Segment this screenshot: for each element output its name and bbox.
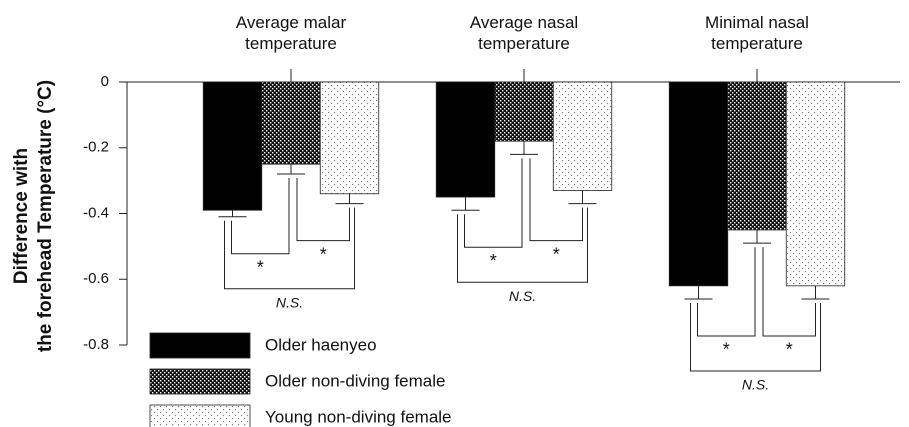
legend-swatch [149,368,251,395]
y-axis-label-line: the forehead Temperature (°C) [35,79,56,353]
significance-bracket [457,207,588,283]
significance-label: * [786,340,793,360]
significance-bracket [529,158,583,242]
bar [261,81,321,165]
significance-label: N.S. [742,377,769,393]
y-tick-label: -0.6 [83,270,109,287]
significance-label: * [490,251,497,271]
bar [785,81,846,287]
bar [494,81,554,142]
legend-label: Young non-diving female [265,407,452,426]
legend-swatch [149,404,251,427]
legend-label: Older non-diving female [265,371,445,390]
y-axis-label-line: Difference with [11,147,32,285]
significance-bracket [697,247,756,337]
y-tick-label: -0.8 [83,336,109,353]
bar [668,81,729,287]
significance-label: * [553,244,560,264]
y-axis-label: Difference with the forehead Temperature… [10,46,58,386]
category-label: Average malar temperature [235,13,347,53]
bar [435,81,496,198]
legend-label: Older haenyeo [265,335,377,354]
category-label: Minimal nasal temperature [705,13,809,53]
bar [727,81,787,231]
significance-label: N.S. [509,288,536,304]
category-label: Average nasal temperature [469,13,579,53]
y-tick-label: -0.2 [83,139,109,156]
significance-bracket [296,178,350,242]
significance-bracket [231,178,290,255]
significance-label: * [257,258,264,278]
bar [552,81,613,191]
y-tick-label: -0.4 [83,204,109,221]
significance-label: * [320,244,327,264]
significance-bracket [224,207,355,290]
bar [319,81,380,195]
significance-bracket [690,302,821,372]
significance-label: * [723,340,730,360]
significance-bracket [762,247,816,337]
y-tick-label: 0 [101,73,109,90]
significance-label: N.S. [276,294,303,310]
significance-bracket [464,158,523,248]
legend-swatch [149,332,251,359]
bar [202,81,263,211]
